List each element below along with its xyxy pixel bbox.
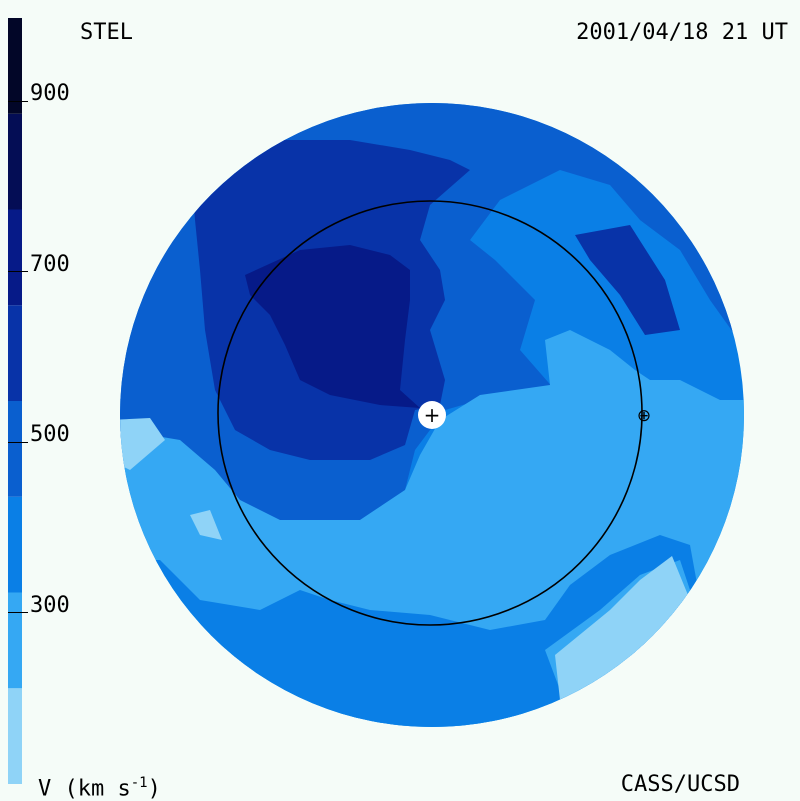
colorbar-band <box>8 401 22 497</box>
colorbar-tick-label: 900 <box>30 81 70 106</box>
colorbar-tick-label: 700 <box>30 252 70 277</box>
velocity-band-200-300-left <box>120 418 165 470</box>
earth-orbit-circle <box>217 200 643 626</box>
colorbar-tick-mark <box>8 101 28 102</box>
sun-marker <box>418 401 446 429</box>
colorbar-tick-mark <box>8 442 28 443</box>
colorbar <box>8 18 22 784</box>
colorbar-tick-mark <box>8 271 28 272</box>
units-label: V (km s-1) <box>38 772 161 800</box>
earth-symbol: ⊕ <box>637 406 651 426</box>
colorbar-band <box>8 496 22 593</box>
velocity-band-200-300 <box>555 556 690 700</box>
colorbar-band <box>8 18 22 114</box>
sun-symbol: + <box>424 403 441 427</box>
colorbar-band <box>8 592 22 689</box>
credit-label: CASS/UCSD <box>620 772 740 797</box>
velocity-band-200-300-small <box>190 510 222 540</box>
colorbar-tick-label: 500 <box>30 422 70 447</box>
source-label: STEL <box>80 20 133 45</box>
units-prefix: V (km s <box>38 776 131 801</box>
colorbar-tick-mark <box>8 612 28 613</box>
units-suffix: ) <box>147 776 161 801</box>
colorbar-band <box>8 305 22 401</box>
colorbar-band <box>8 113 22 210</box>
timestamp-label: 2001/04/18 21 UT <box>576 20 788 45</box>
velocity-band-600-700-right <box>575 225 680 335</box>
colorbar-tick-label: 300 <box>30 593 70 618</box>
velocity-band-700-800 <box>245 245 420 408</box>
units-exponent: -1 <box>130 775 148 791</box>
colorbar-band <box>8 688 22 784</box>
colorbar-band <box>8 209 22 306</box>
